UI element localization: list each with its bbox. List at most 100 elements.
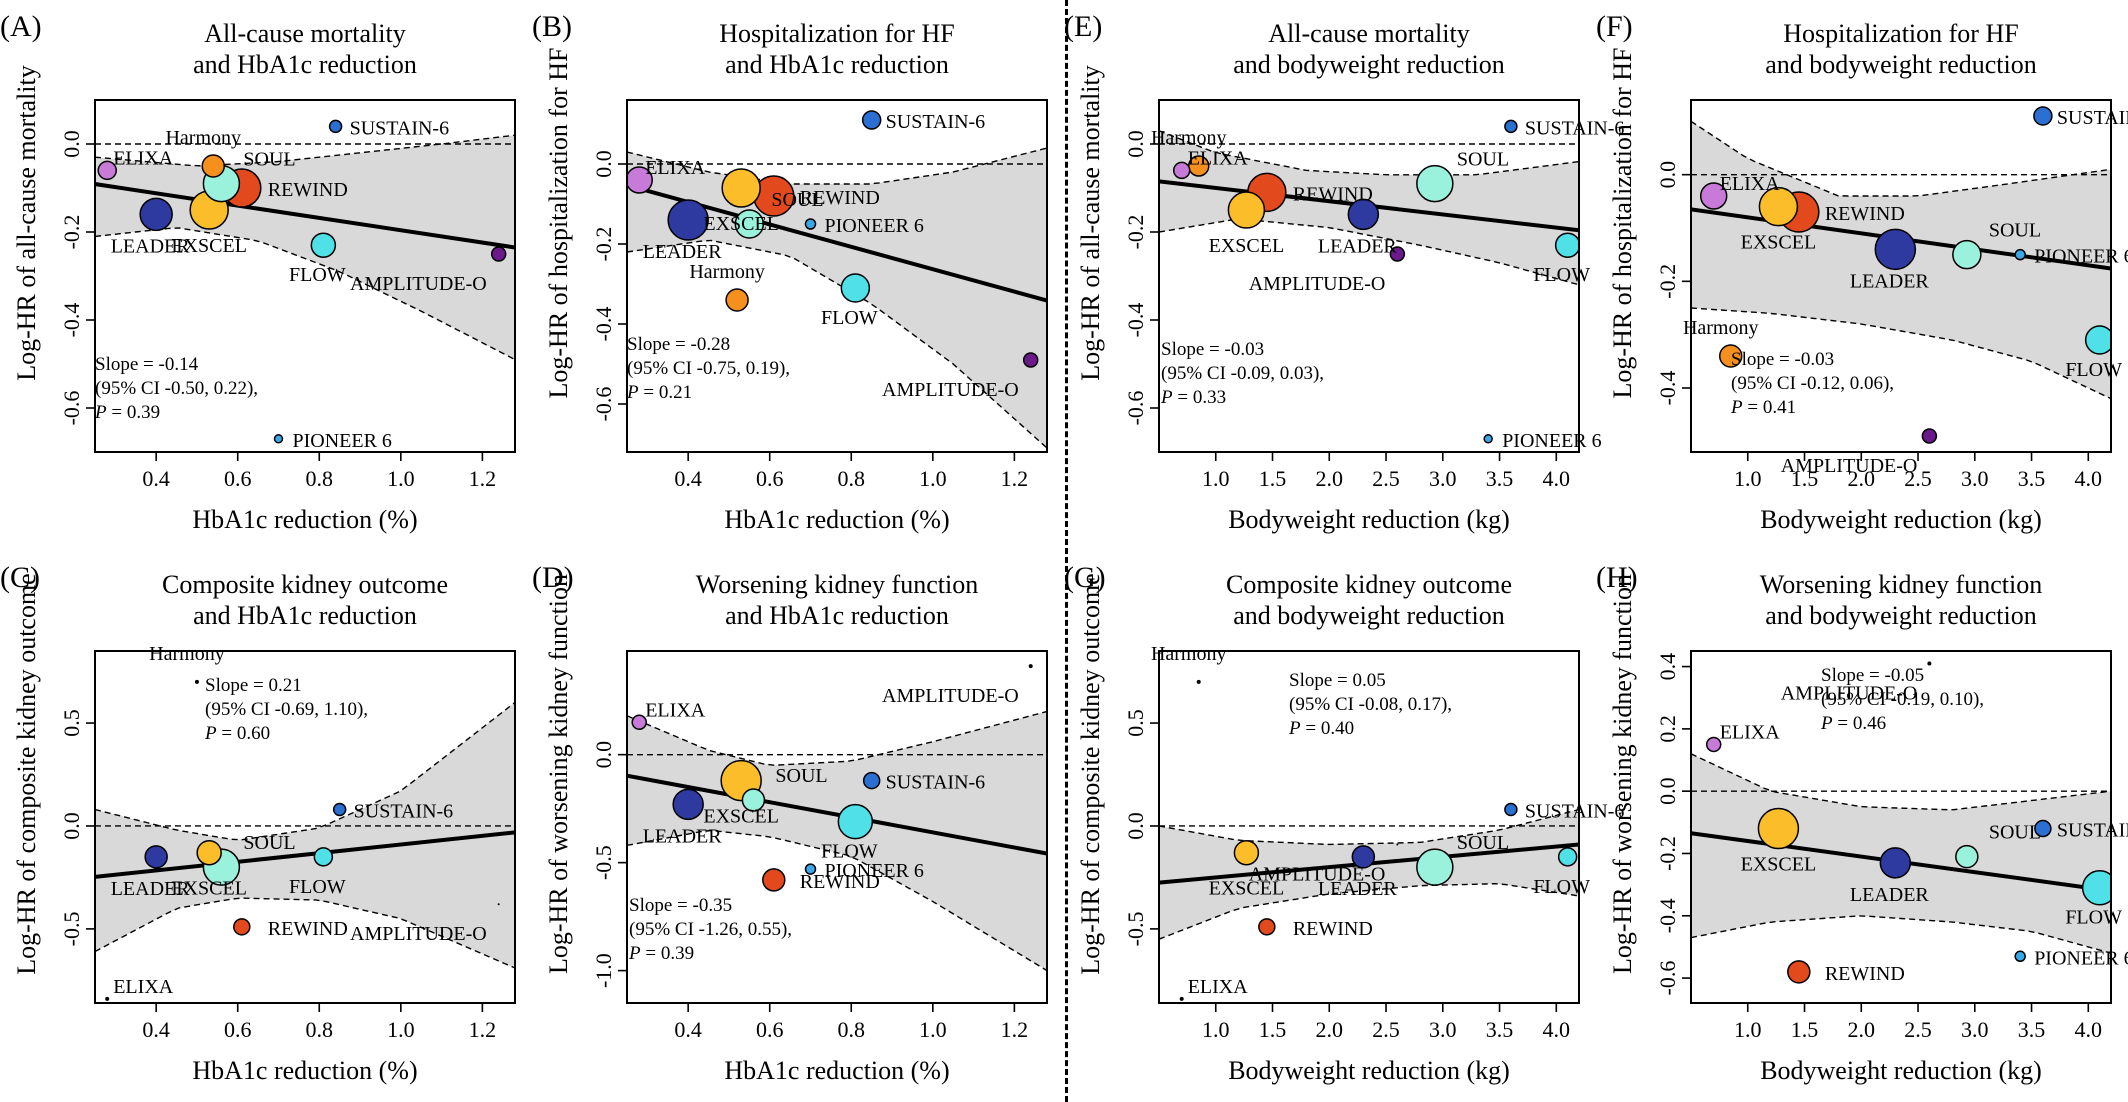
data-point (1952, 239, 1982, 270)
x-tick-label: 2.0 (1848, 466, 1876, 491)
chart-title-line: Hospitalization for HF (719, 19, 955, 48)
x-tick-label: 2.0 (1316, 466, 1344, 491)
data-point-label: SOUL (775, 765, 827, 787)
data-point (672, 788, 704, 821)
ci-upper-line (627, 710, 1047, 766)
data-point-label: Harmony (1683, 317, 1759, 339)
data-point (1179, 996, 1184, 1001)
data-point (1196, 679, 1201, 684)
data-point-label: Harmony (1151, 643, 1227, 665)
data-point (328, 119, 343, 134)
data-point (1022, 352, 1039, 368)
y-tick-label: -0.5 (591, 845, 616, 880)
data-point-label: ELIXA (1720, 721, 1781, 743)
p-value: = 0.40 (1301, 718, 1354, 739)
data-point (1416, 848, 1454, 886)
data-point-label: LEADER (1318, 235, 1398, 257)
x-tick-label: 3.0 (1429, 466, 1457, 491)
data-point-label: FLOW (821, 307, 878, 329)
p-value: = 0.39 (641, 943, 694, 964)
data-point (2081, 869, 2111, 906)
x-tick-label: 0.4 (674, 1017, 702, 1042)
chart-title-line: and bodyweight reduction (1233, 601, 1505, 630)
data-point-label: FLOW (1533, 264, 1590, 286)
x-axis-label: HbA1c reduction (%) (192, 505, 418, 534)
y-tick-label: 0.0 (59, 130, 84, 158)
x-tick-label: 1.0 (919, 466, 947, 491)
data-point-label: REWIND (1825, 963, 1905, 985)
x-tick-label: 1.5 (1259, 466, 1287, 491)
data-point (734, 209, 765, 239)
chart-title: Composite kidney outcome and HbA1c reduc… (95, 569, 515, 631)
stats-line: Slope = -0.03 (1731, 349, 1834, 370)
data-point (721, 168, 761, 208)
x-tick-label: 1.2 (1001, 1017, 1029, 1042)
data-point-label: PIONEER 6 (2034, 246, 2128, 268)
x-tick-label: 1.0 (1202, 1017, 1230, 1042)
data-point-label: Harmony (689, 261, 765, 283)
data-point-label: EXSCEL (703, 213, 779, 235)
p-value: = 0.41 (1743, 397, 1796, 418)
stats-line: (95% CI -0.08, 0.17), (1289, 694, 1452, 715)
p-symbol: P (626, 382, 639, 403)
data-point (2034, 819, 2052, 838)
data-point (1028, 664, 1033, 669)
plot-frame (94, 650, 516, 1004)
ci-lower-line (627, 829, 1047, 972)
panel-b: (B) Hospitalization for HF and HbA1c red… (532, 0, 1064, 551)
x-tick-label: 1.0 (387, 1017, 415, 1042)
p-value: = 0.46 (1833, 713, 1886, 734)
data-point-label: SUSTAIN-6 (886, 772, 986, 794)
panel-label: (H) (1596, 561, 1638, 594)
data-point-label: LEADER (1850, 270, 1930, 292)
data-point (1347, 198, 1380, 231)
x-axis-label: HbA1c reduction (%) (724, 505, 950, 534)
p-symbol: P (1730, 397, 1743, 418)
stats-line: (95% CI -0.12, 0.06), (1731, 373, 1894, 394)
confidence-band (95, 702, 515, 969)
plot-content (1159, 119, 1579, 444)
data-point (497, 903, 500, 906)
x-tick-label: 1.2 (469, 466, 497, 491)
data-point-label: Harmony (165, 127, 241, 149)
ci-upper-line (1159, 130, 1579, 176)
y-axis-label: Log-HR of worsening kidney function (544, 573, 573, 975)
ci-lower-line (1691, 915, 2111, 954)
data-point-label: ELIXA (645, 157, 706, 179)
data-point (837, 803, 874, 840)
x-tick-label: 0.6 (756, 1017, 784, 1042)
data-point-label: AMPLITUDE-O (1781, 682, 1918, 704)
x-tick-label: 2.5 (1904, 1017, 1932, 1042)
data-point-label: PIONEER 6 (824, 860, 923, 882)
stats-line: P = 0.46 (1820, 713, 1886, 734)
data-point (667, 199, 709, 241)
data-point (1757, 807, 1800, 850)
x-tick-label: 3.5 (2018, 466, 2046, 491)
plot-frame (1690, 99, 2112, 453)
y-tick-label: 0.4 (1655, 653, 1680, 681)
plot-content (95, 119, 515, 444)
y-tick-label: -0.2 (1123, 215, 1148, 250)
data-point (233, 918, 251, 936)
data-point (2014, 950, 2026, 963)
stats-line: Slope = -0.03 (1161, 339, 1264, 360)
data-point-label: SUSTAIN-6 (1525, 801, 1625, 823)
data-point-label: LEADER (111, 878, 191, 900)
data-point (2084, 325, 2111, 355)
data-point-label: AMPLITUDE-O (350, 923, 487, 945)
data-point-label: AMPLITUDE-O (882, 685, 1019, 707)
x-tick-label: 1.0 (387, 466, 415, 491)
y-axis-label: Log-HR of hospitalization for HF (544, 47, 573, 399)
data-point-label: SUSTAIN-6 (354, 801, 454, 823)
y-axis-label: Log-HR of composite kidney outcome (12, 573, 41, 975)
data-point (741, 788, 766, 812)
data-point-label: AMPLITUDE-O (1249, 273, 1386, 295)
y-tick-label: 0.0 (591, 150, 616, 178)
panel-divider (1065, 0, 1068, 1102)
regression-line (627, 773, 1047, 856)
x-tick-label: 0.6 (224, 466, 252, 491)
plot-area: ELIXA EXSCEL SOUL LEADER SUSTAIN-6 FLOW AMPLIT… (591, 650, 1048, 1042)
